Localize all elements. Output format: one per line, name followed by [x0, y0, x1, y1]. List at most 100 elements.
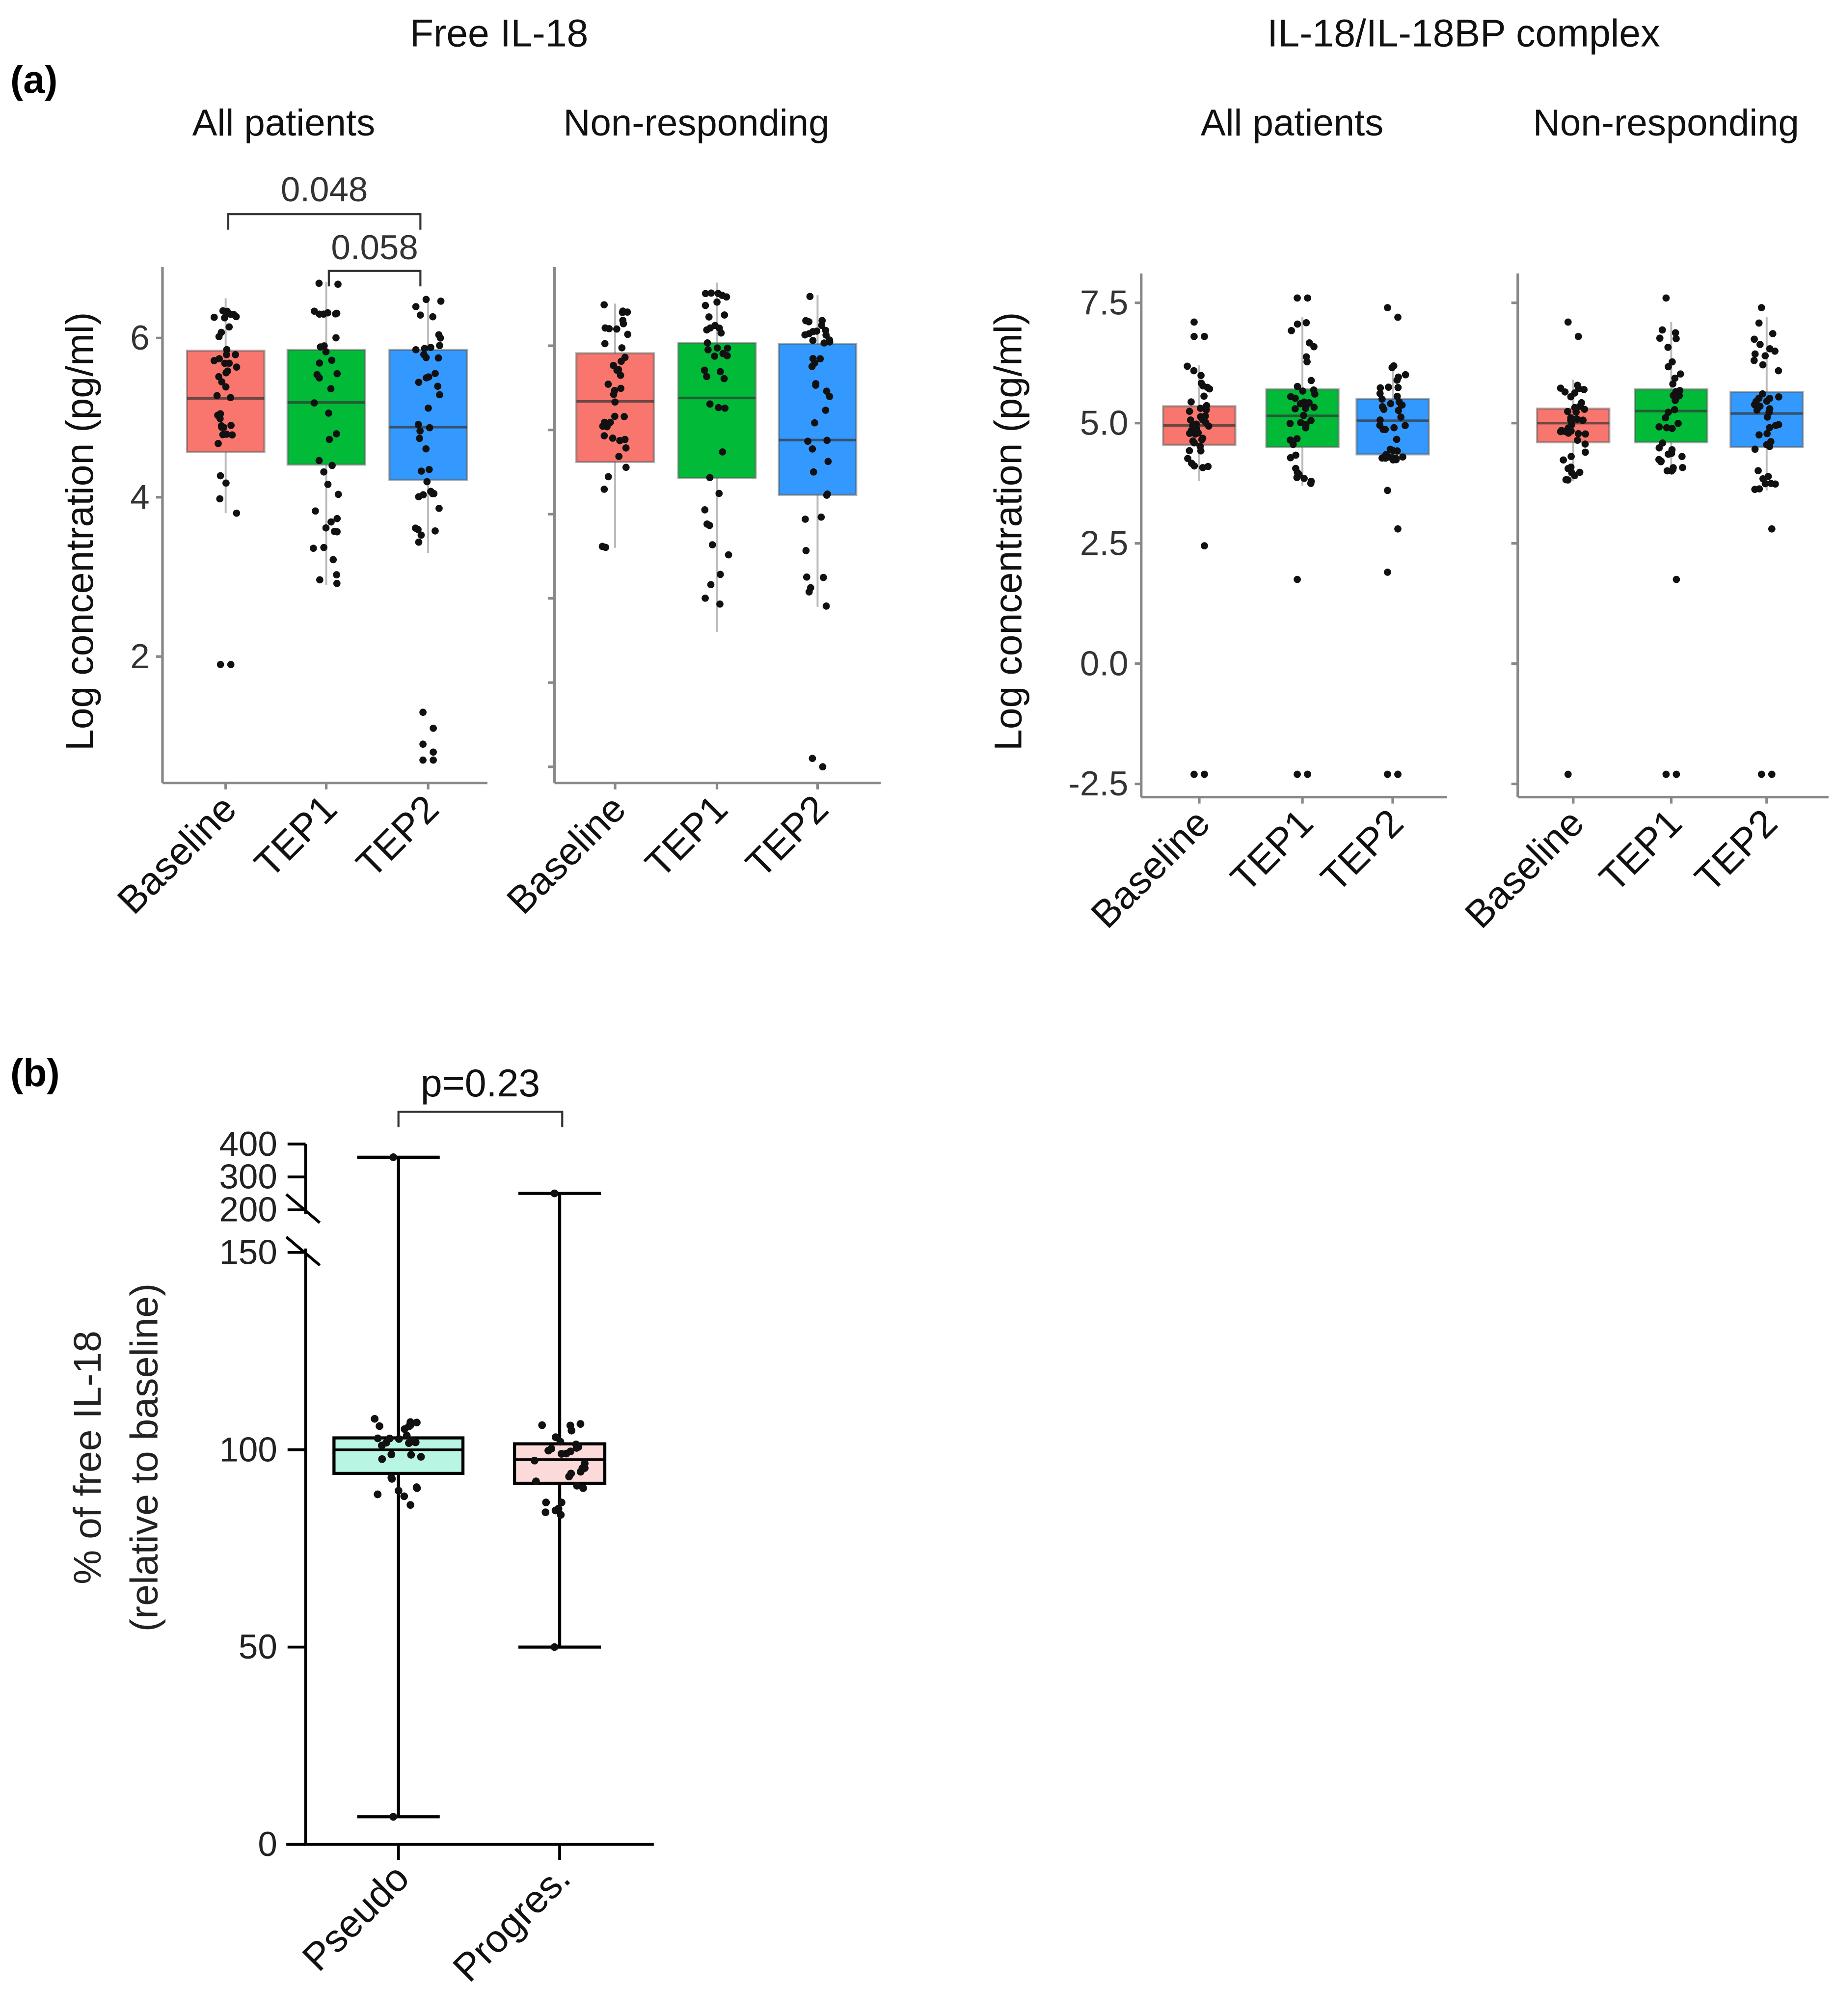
data-point	[600, 301, 608, 309]
data-point	[436, 342, 443, 350]
data-point	[1581, 440, 1589, 448]
y-tick-label: -2.5	[1068, 764, 1128, 803]
data-point	[1402, 371, 1409, 379]
data-point	[410, 1438, 419, 1446]
data-point	[1755, 319, 1763, 327]
data-point	[403, 1432, 411, 1440]
outlier-point	[1768, 525, 1776, 533]
data-point	[804, 437, 811, 445]
data-point	[435, 504, 443, 512]
data-point	[1664, 343, 1672, 351]
data-point	[701, 506, 709, 514]
x-tick-label: Baseline	[1082, 801, 1218, 936]
data-point	[801, 331, 809, 339]
data-point	[227, 394, 234, 402]
data-point	[704, 346, 712, 354]
data-point	[1199, 435, 1207, 442]
data-point	[601, 340, 609, 348]
data-point	[376, 1422, 383, 1430]
data-point	[805, 318, 813, 326]
outlier-point	[1574, 333, 1582, 340]
data-point	[320, 544, 328, 551]
data-point	[1582, 448, 1589, 456]
outlier-point	[1662, 770, 1670, 778]
data-point	[389, 1153, 398, 1161]
x-tick-label: TEP1	[1222, 801, 1322, 900]
data-point	[405, 1422, 413, 1431]
data-point	[609, 435, 617, 442]
data-point	[423, 478, 431, 486]
data-point	[327, 518, 335, 526]
data-point	[554, 1504, 563, 1513]
data-point	[389, 1813, 398, 1821]
data-point	[423, 374, 430, 381]
outlier-point	[1662, 294, 1670, 302]
data-point	[819, 573, 827, 581]
data-point	[573, 1482, 581, 1490]
data-point	[1576, 468, 1584, 476]
data-point	[1187, 427, 1195, 434]
data-point	[711, 322, 719, 329]
data-point	[532, 1477, 540, 1486]
data-point	[1763, 430, 1771, 437]
data-point	[822, 407, 830, 414]
data-point	[1665, 363, 1672, 371]
significance-bracket	[397, 1111, 564, 1127]
data-point	[416, 435, 423, 442]
data-point	[817, 513, 825, 521]
data-point	[327, 385, 335, 393]
data-point	[1402, 422, 1409, 430]
data-point	[557, 1511, 565, 1519]
data-point	[378, 1442, 386, 1449]
data-point	[811, 419, 818, 427]
outlier-point	[1673, 575, 1680, 583]
outlier-point	[1757, 304, 1765, 311]
ylabel-a1: Log concentration (pg/ml)	[58, 312, 101, 751]
data-point	[1775, 393, 1782, 401]
data-point	[703, 326, 711, 334]
data-point	[1655, 444, 1663, 452]
data-point	[1751, 445, 1759, 453]
data-point	[310, 399, 318, 407]
data-point	[1196, 442, 1204, 450]
data-point	[1766, 424, 1773, 432]
box-pseudo	[332, 1436, 465, 1475]
data-point	[622, 444, 630, 452]
outlier-point	[1564, 318, 1572, 326]
data-point	[624, 330, 632, 338]
data-point	[1187, 416, 1194, 424]
outlier-point	[1673, 770, 1680, 778]
data-point	[329, 556, 337, 564]
data-point	[721, 311, 729, 319]
data-point	[716, 600, 724, 608]
data-point	[725, 551, 732, 559]
data-point	[324, 481, 332, 488]
outlier-point	[1384, 770, 1391, 778]
data-point	[1302, 424, 1310, 432]
data-point	[802, 547, 810, 554]
data-point	[1376, 384, 1384, 392]
data-point	[1764, 473, 1772, 480]
data-point	[617, 372, 624, 379]
data-point	[413, 1418, 421, 1427]
data-point	[1676, 370, 1684, 378]
data-point	[721, 405, 729, 412]
data-point	[1571, 404, 1579, 411]
data-point	[223, 346, 231, 354]
box-tep2	[778, 343, 858, 496]
data-point	[1775, 367, 1782, 375]
data-point	[415, 493, 423, 501]
data-point	[713, 344, 721, 352]
data-point	[1399, 453, 1406, 461]
data-point	[412, 346, 420, 354]
data-point	[1194, 429, 1202, 437]
data-point	[1200, 392, 1208, 400]
outlier-point	[819, 763, 827, 771]
panel-label-a: (a)	[10, 58, 57, 101]
data-point	[809, 354, 817, 362]
data-point	[1394, 383, 1402, 391]
data-point	[715, 404, 723, 411]
data-point	[1668, 425, 1676, 433]
data-point	[312, 507, 319, 515]
